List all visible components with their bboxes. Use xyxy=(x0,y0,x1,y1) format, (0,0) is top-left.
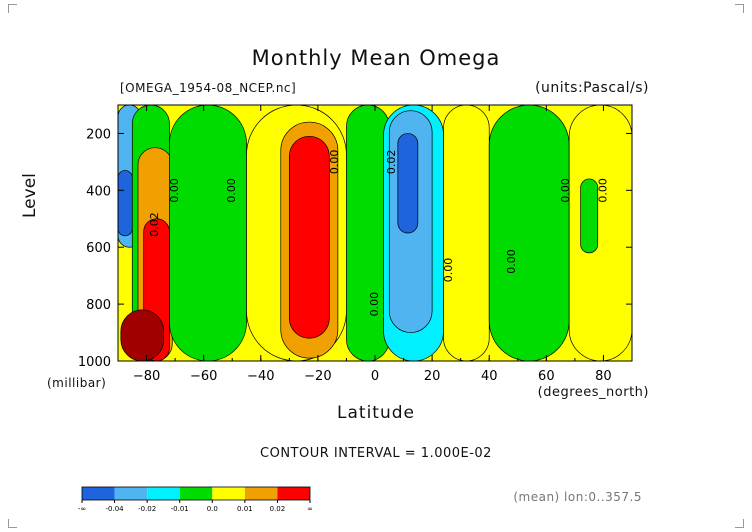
colorbar-label: ∞ xyxy=(307,505,313,513)
units-label: (units:Pascal/s) xyxy=(535,80,649,96)
contour-region xyxy=(346,105,390,361)
page-corner-mark xyxy=(735,519,744,528)
y-axis-unit: (millibar) xyxy=(47,376,107,390)
contour-region xyxy=(397,133,419,234)
filled-contours xyxy=(118,105,632,361)
y-tick-label: 800 xyxy=(86,298,111,313)
contour-label: 0.00 xyxy=(505,249,518,274)
colorbar-label: 0.02 xyxy=(270,505,286,513)
colorbar-frame xyxy=(81,486,311,501)
contour-region xyxy=(118,170,133,237)
contour-label: 0.00 xyxy=(368,292,381,317)
colorbar-label: -∞ xyxy=(78,505,86,513)
colorbar-segment xyxy=(277,487,310,500)
contour-label: 0.00 xyxy=(596,178,609,203)
y-tick-label: 200 xyxy=(86,127,111,142)
page-corner-mark xyxy=(735,4,744,13)
colorbar-segment xyxy=(114,487,148,500)
x-tick-label: −40 xyxy=(247,369,274,384)
colorbar-segment xyxy=(212,487,245,500)
x-tick-label: 20 xyxy=(424,369,441,384)
contour-region xyxy=(580,178,599,254)
contour-label: 0.00 xyxy=(225,178,238,203)
colorbar-label: -0.04 xyxy=(106,505,125,513)
colorbar-segment xyxy=(147,487,180,500)
contour-region xyxy=(288,135,330,339)
contour-label: 0.02 xyxy=(148,212,161,237)
contour-label: 0.00 xyxy=(442,258,455,283)
axes: −80 −60 −40 −20 0 20 40 60 80 200 400 600 800 1000 xyxy=(78,105,633,384)
contour-region xyxy=(120,309,165,361)
x-tick-label: 0 xyxy=(371,369,379,384)
contour-labels: 0.00 0.02 0.00 0.00 0.02 0.00 0.00 0.00 0.00 0.00 xyxy=(148,150,609,317)
page-corner-mark xyxy=(8,4,17,13)
x-axis-label: Latitude xyxy=(337,403,415,423)
colorbar-label: -0.01 xyxy=(171,505,189,513)
colorbar-segment xyxy=(82,487,115,500)
colorbar-label: -0.02 xyxy=(138,505,156,513)
contour-interval-text: CONTOUR INTERVAL = 1.000E-02 xyxy=(260,446,492,461)
x-tick-label: 60 xyxy=(538,369,555,384)
page-corner-mark xyxy=(8,519,17,528)
colorbar-label: 0.01 xyxy=(237,505,253,513)
contour-region xyxy=(169,105,247,361)
contour-label: 0.00 xyxy=(328,150,341,175)
file-label: [OMEGA_1954-08_NCEP.nc] xyxy=(120,81,297,95)
contour-region xyxy=(488,105,570,361)
x-tick-label: −60 xyxy=(190,369,217,384)
x-axis-unit: (degrees_north) xyxy=(537,385,649,400)
contour-label: 0.00 xyxy=(559,178,572,203)
colorbar-segment xyxy=(179,487,213,500)
x-tick-label: −20 xyxy=(304,369,331,384)
y-axis-label: Level xyxy=(20,173,40,218)
x-tick-label: −80 xyxy=(133,369,160,384)
contour-region xyxy=(568,105,632,361)
y-tick-label: 400 xyxy=(86,184,111,199)
colorbar-label: 0.0 xyxy=(207,505,218,513)
contour-region xyxy=(443,105,490,361)
contour-label: 0.00 xyxy=(168,178,181,203)
x-tick-label: 80 xyxy=(595,369,612,384)
contour-label: 0.02 xyxy=(385,150,398,175)
x-tick-label: 40 xyxy=(481,369,498,384)
y-tick-label: 1000 xyxy=(78,355,111,370)
colorbar-segment xyxy=(244,487,278,500)
y-tick-label: 600 xyxy=(86,241,111,256)
mean-label: (mean) lon:0..357.5 xyxy=(513,490,642,504)
chart-title: Monthly Mean Omega xyxy=(251,46,501,70)
colorbar: -∞ -0.04 -0.02 -0.01 0.0 0.01 0.02 ∞ xyxy=(78,486,313,513)
